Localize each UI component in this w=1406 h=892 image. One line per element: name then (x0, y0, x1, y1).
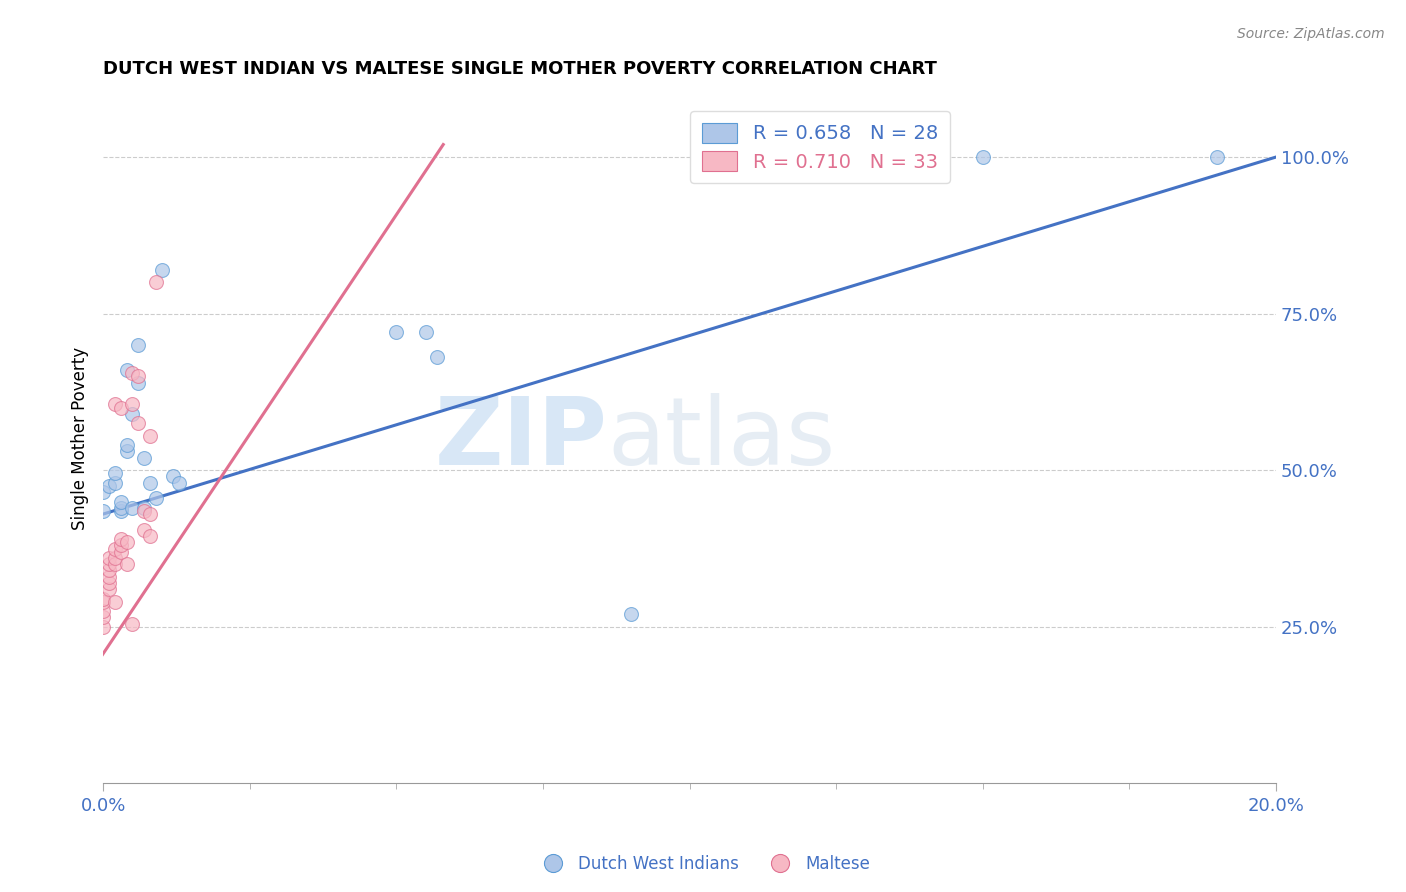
Dutch West Indians (127, 376, 149, 390)
Maltese (91, 604, 114, 618)
Maltese (104, 397, 127, 411)
Maltese (91, 591, 114, 606)
Dutch West Indians (426, 351, 449, 365)
Dutch West Indians (972, 150, 994, 164)
Dutch West Indians (415, 326, 437, 340)
Dutch West Indians (91, 504, 114, 518)
Maltese (115, 557, 138, 571)
Maltese (139, 507, 162, 521)
Maltese (139, 529, 162, 543)
Dutch West Indians (162, 469, 184, 483)
Maltese (110, 401, 132, 415)
Maltese (98, 563, 121, 577)
Y-axis label: Single Mother Poverty: Single Mother Poverty (72, 347, 89, 531)
Maltese (134, 504, 156, 518)
Maltese (127, 369, 149, 384)
Dutch West Indians (121, 500, 143, 515)
Dutch West Indians (110, 504, 132, 518)
Maltese (104, 550, 127, 565)
Dutch West Indians (115, 363, 138, 377)
Dutch West Indians (385, 326, 408, 340)
Dutch West Indians (145, 491, 167, 506)
Dutch West Indians (134, 450, 156, 465)
Dutch West Indians (169, 475, 191, 490)
Maltese (145, 276, 167, 290)
Maltese (110, 538, 132, 552)
Maltese (91, 610, 114, 624)
Dutch West Indians (134, 500, 156, 515)
Maltese (104, 541, 127, 556)
Maltese (98, 550, 121, 565)
Dutch West Indians (1206, 150, 1229, 164)
Text: atlas: atlas (607, 392, 835, 485)
Text: DUTCH WEST INDIAN VS MALTESE SINGLE MOTHER POVERTY CORRELATION CHART: DUTCH WEST INDIAN VS MALTESE SINGLE MOTH… (103, 60, 936, 78)
Maltese (91, 620, 114, 634)
Maltese (115, 535, 138, 549)
Maltese (121, 616, 143, 631)
Maltese (98, 570, 121, 584)
Dutch West Indians (115, 438, 138, 452)
Maltese (121, 397, 143, 411)
Maltese (98, 576, 121, 591)
Dutch West Indians (150, 262, 173, 277)
Maltese (121, 366, 143, 380)
Legend: R = 0.658   N = 28, R = 0.710   N = 33: R = 0.658 N = 28, R = 0.710 N = 33 (690, 111, 949, 183)
Text: Source: ZipAtlas.com: Source: ZipAtlas.com (1237, 27, 1385, 41)
Dutch West Indians (110, 500, 132, 515)
Dutch West Indians (620, 607, 643, 622)
Dutch West Indians (127, 338, 149, 352)
Dutch West Indians (139, 475, 162, 490)
Dutch West Indians (104, 475, 127, 490)
Maltese (104, 595, 127, 609)
Dutch West Indians (98, 479, 121, 493)
Maltese (104, 557, 127, 571)
Maltese (98, 582, 121, 597)
Maltese (110, 544, 132, 558)
Maltese (110, 532, 132, 546)
Maltese (91, 595, 114, 609)
Maltese (127, 416, 149, 430)
Dutch West Indians (104, 467, 127, 481)
Legend: Dutch West Indians, Maltese: Dutch West Indians, Maltese (529, 848, 877, 880)
Maltese (134, 523, 156, 537)
Maltese (139, 429, 162, 443)
Dutch West Indians (121, 407, 143, 421)
Dutch West Indians (91, 485, 114, 500)
Dutch West Indians (115, 444, 138, 458)
Maltese (98, 557, 121, 571)
Text: ZIP: ZIP (434, 392, 607, 485)
Dutch West Indians (110, 494, 132, 508)
